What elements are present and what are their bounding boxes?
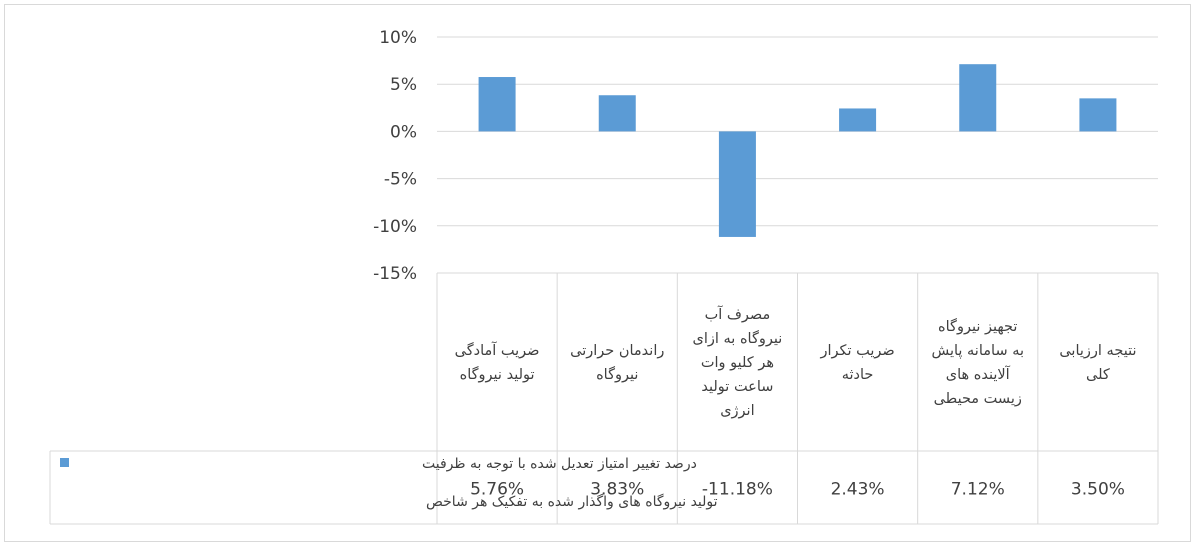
- category-label: مصرف آب نیروگاه به ازای هر کلیو وات ساعت تو…: [693, 305, 783, 419]
- y-tick-label: 10%: [379, 28, 417, 48]
- category-label: تجهیز نیروگاه به سامانه پایش آلاینده های زی…: [931, 318, 1024, 407]
- y-tick-label: 5%: [390, 75, 417, 95]
- bar: [598, 95, 636, 132]
- data-table-value: 5.76%: [470, 480, 524, 500]
- bar: [718, 131, 756, 237]
- category-label: راندمان حرارتی نیروگاه: [570, 343, 664, 383]
- legend-label: درصد تغییر امتیاز تعدیل شده با توجه به ظ…: [422, 456, 718, 510]
- category-label: ضریب آمادگی تولید نیروگاه: [455, 341, 540, 383]
- data-table-value: -11.18%: [702, 480, 773, 500]
- bar: [478, 77, 516, 132]
- category-label: نتیجه ارزیابی کلی: [1059, 343, 1136, 383]
- data-table-value: 3.50%: [1071, 480, 1125, 500]
- data-table-value: 7.12%: [951, 480, 1005, 500]
- y-tick-label: -15%: [373, 264, 417, 284]
- y-tick-label: -5%: [384, 170, 417, 190]
- y-tick-label: 0%: [390, 122, 417, 142]
- bar: [839, 108, 877, 132]
- data-table-value: 3.83%: [590, 480, 644, 500]
- bar: [1079, 98, 1117, 132]
- y-tick-label: -10%: [373, 217, 417, 237]
- data-table-value: 2.43%: [831, 480, 885, 500]
- category-label: ضریب تکرار حادثه: [819, 343, 894, 383]
- bar: [959, 64, 997, 132]
- legend-key: [60, 458, 69, 467]
